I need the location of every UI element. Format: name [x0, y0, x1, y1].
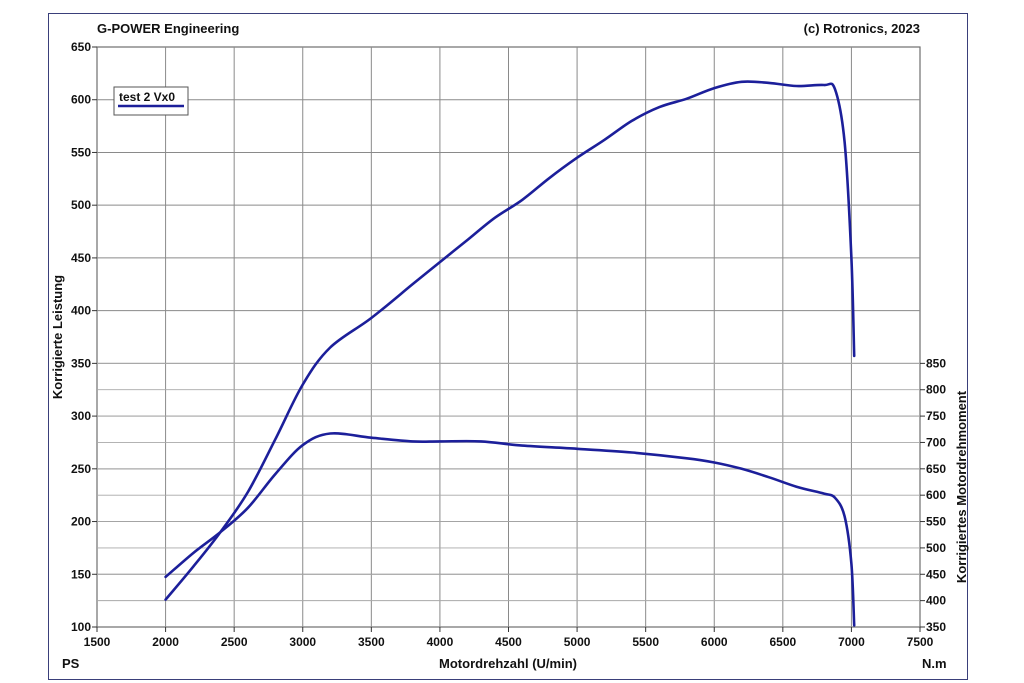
torque-curve [164, 431, 856, 627]
left-y-axis-label: Korrigierte Leistung [50, 275, 65, 399]
left-y-tick-label: 150 [71, 567, 91, 581]
x-tick-label: 2000 [152, 635, 179, 649]
chart-frame [48, 13, 968, 680]
left-unit-label: PS [62, 656, 80, 671]
x-tick-label: 7500 [907, 635, 934, 649]
left-y-tick-label: 550 [71, 145, 91, 159]
right-y-tick-label: 850 [926, 356, 946, 370]
gridlines [97, 47, 920, 627]
left-y-tick-labels: 100 150 200 250 300 350 400 450 500 550 600 650 [71, 40, 97, 634]
left-y-tick-label: 400 [71, 304, 91, 318]
right-y-tick-label: 750 [926, 409, 946, 423]
legend-box [113, 86, 189, 116]
left-y-tick-label: 200 [71, 515, 91, 529]
left-y-tick-label: 250 [71, 462, 91, 476]
header-right: (c) Rotronics, 2023 [804, 21, 920, 36]
right-y-tick-labels: 350 400 450 500 550 600 650 700 750 800 850 [920, 356, 946, 634]
left-y-tick-label: 100 [71, 620, 91, 634]
power-curve [164, 80, 856, 601]
right-y-tick-label: 350 [926, 620, 946, 634]
left-y-tick-label: 600 [71, 93, 91, 107]
x-tick-label: 6000 [701, 635, 728, 649]
x-tick-label: 1500 [84, 635, 111, 649]
left-y-tick-label: 650 [71, 40, 91, 54]
right-y-tick-label: 600 [926, 488, 946, 502]
legend: test 2 Vx0 [113, 86, 189, 116]
right-y-tick-label: 800 [926, 383, 946, 397]
x-axis-label: Motordrehzahl (U/min) [439, 656, 577, 671]
right-y-tick-label: 500 [926, 541, 946, 555]
x-tick-labels: 1500 2000 2500 3000 3500 4000 4500 5000 5500 6000… [84, 627, 934, 649]
right-y-tick-label: 700 [926, 435, 946, 449]
left-y-tick-label: 350 [71, 356, 91, 370]
header-left: G-POWER Engineering [97, 21, 239, 36]
x-tick-label: 3000 [289, 635, 316, 649]
right-y-tick-label: 450 [926, 567, 946, 581]
x-tick-label: 6500 [769, 635, 796, 649]
x-tick-label: 5000 [564, 635, 591, 649]
x-tick-label: 2500 [221, 635, 248, 649]
series-lines [164, 80, 856, 627]
left-y-tick-label: 300 [71, 409, 91, 423]
right-y-tick-label: 650 [926, 462, 946, 476]
legend-label: test 2 Vx0 [119, 90, 175, 104]
x-tick-label: 4500 [495, 635, 522, 649]
x-tick-label: 7000 [838, 635, 865, 649]
x-tick-label: 3500 [358, 635, 385, 649]
left-y-tick-label: 450 [71, 251, 91, 265]
x-tick-label: 5500 [632, 635, 659, 649]
left-y-tick-label: 500 [71, 198, 91, 212]
right-unit-label: N.m [922, 656, 947, 671]
x-tick-label: 4000 [427, 635, 454, 649]
right-y-tick-label: 400 [926, 594, 946, 608]
right-y-tick-label: 550 [926, 515, 946, 529]
right-y-axis-label: Korrigiertes Motordrehmoment [954, 390, 969, 583]
